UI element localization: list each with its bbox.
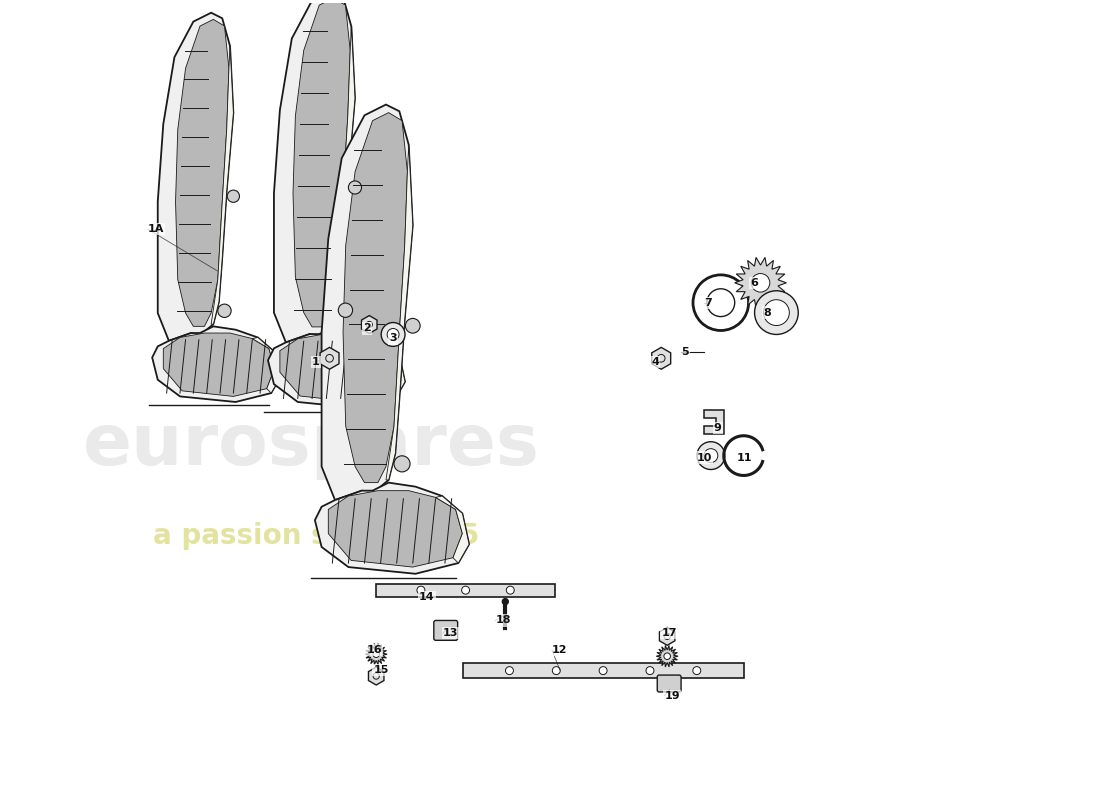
Polygon shape [362,315,377,334]
Circle shape [751,274,770,292]
Circle shape [734,446,754,466]
Circle shape [417,586,425,594]
Polygon shape [157,13,233,341]
Polygon shape [211,46,233,324]
Circle shape [462,586,470,594]
Polygon shape [293,0,350,327]
Text: 16: 16 [366,646,382,655]
Circle shape [394,456,410,472]
Polygon shape [376,584,556,597]
Circle shape [646,666,653,674]
Text: 14: 14 [419,592,435,602]
FancyBboxPatch shape [658,675,681,692]
Polygon shape [315,482,469,574]
Polygon shape [279,334,399,402]
Text: 1A: 1A [147,224,164,234]
Circle shape [600,666,607,674]
Polygon shape [704,410,724,434]
Text: 5: 5 [681,347,689,358]
Text: 11: 11 [737,453,752,462]
Circle shape [387,329,399,341]
Polygon shape [436,496,469,563]
Polygon shape [268,327,405,408]
Circle shape [693,666,701,674]
Text: 15: 15 [373,665,388,675]
Circle shape [349,181,362,194]
Polygon shape [176,19,229,326]
Polygon shape [365,643,387,665]
Circle shape [506,586,514,594]
Circle shape [552,666,560,674]
FancyBboxPatch shape [433,621,458,640]
Text: 19: 19 [664,691,680,701]
Text: 17: 17 [661,628,676,638]
Polygon shape [375,339,405,398]
Polygon shape [463,663,744,678]
Text: 3: 3 [389,334,397,343]
Text: 8: 8 [763,308,771,318]
Polygon shape [321,105,412,500]
Polygon shape [163,333,275,397]
Text: 18: 18 [495,615,510,626]
Circle shape [763,300,790,326]
Polygon shape [386,145,412,480]
Polygon shape [659,627,675,646]
Text: 2: 2 [363,323,371,334]
Circle shape [704,449,718,462]
Text: 12: 12 [552,646,568,655]
Polygon shape [331,26,355,325]
Circle shape [707,289,735,317]
Circle shape [506,666,514,674]
Text: 6: 6 [750,278,759,288]
Circle shape [503,598,508,605]
Text: 10: 10 [697,453,713,462]
Polygon shape [328,490,462,567]
Text: 9: 9 [714,423,722,433]
Polygon shape [274,0,355,342]
Circle shape [755,290,799,334]
Circle shape [697,442,725,470]
Circle shape [218,304,231,318]
Circle shape [373,651,380,658]
Text: 7: 7 [704,298,712,308]
Circle shape [664,653,671,659]
Polygon shape [343,113,407,482]
Text: 4: 4 [651,358,659,367]
Polygon shape [320,347,339,370]
Polygon shape [657,646,678,667]
Polygon shape [252,338,280,393]
Polygon shape [152,326,280,402]
Polygon shape [652,347,671,370]
Circle shape [382,322,405,346]
Circle shape [339,303,353,318]
Text: 13: 13 [442,628,458,638]
Text: eurospares: eurospares [84,410,540,479]
Text: 1: 1 [311,358,319,367]
Circle shape [406,318,420,333]
Text: a passion since 1985: a passion since 1985 [153,522,480,550]
Polygon shape [735,258,786,308]
Polygon shape [368,667,384,685]
Circle shape [228,190,240,202]
